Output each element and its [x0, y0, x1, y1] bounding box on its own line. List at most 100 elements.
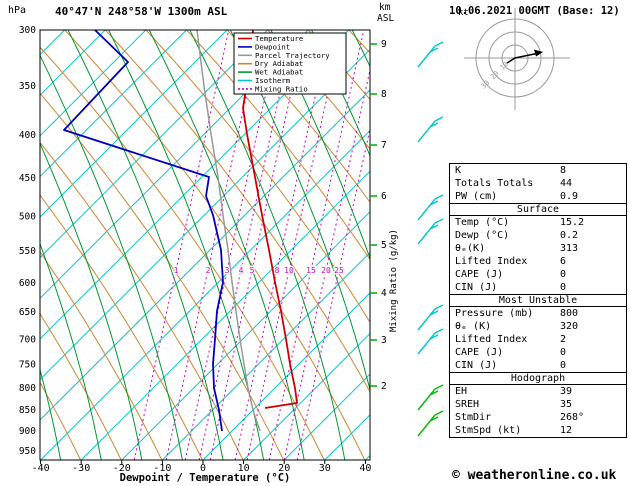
copyright-text: © weatheronline.co.uk: [452, 468, 617, 483]
svg-text:7: 7: [381, 140, 387, 151]
table-row: SREH 35: [450, 398, 626, 411]
table-row-value: 2: [560, 334, 567, 345]
table-row-value: 313: [560, 243, 579, 254]
table-row-value: 0.9: [560, 191, 579, 202]
svg-text:500: 500: [19, 211, 36, 222]
table-row: CIN (J) 0: [450, 281, 626, 294]
svg-text:1: 1: [174, 266, 179, 275]
table-row-value: 0: [560, 360, 567, 371]
temperature-tick-labels: -40 -30 -20 -10 0 10 20 30 40: [32, 460, 371, 474]
table-row-value: 0: [560, 269, 567, 280]
hodograph-panel: 10 20 30: [450, 0, 629, 155]
legend-label: Wet Adiabat: [255, 68, 303, 77]
table-row-label: PW (cm): [455, 191, 498, 202]
isotherm-line: [40, 129, 370, 460]
table-row-label: StmSpd (kt): [455, 425, 522, 436]
legend-label: Dewpoint: [255, 42, 290, 51]
table-row: CIN (J) 0: [450, 359, 626, 372]
wet-adiabat-line: [351, 30, 370, 68]
isotherm-line: [121, 211, 370, 460]
svg-text:400: 400: [19, 130, 36, 141]
wind-barb-icon: [417, 328, 444, 355]
table-row-label: θₑ(K): [455, 243, 486, 254]
hodograph-ring: [475, 18, 555, 98]
table-row-label: CIN (J): [455, 282, 498, 293]
table-row-label: EH: [455, 386, 468, 397]
svg-text:25: 25: [334, 266, 344, 275]
svg-text:3: 3: [225, 266, 230, 275]
table-section-title: Most Unstable: [450, 294, 626, 307]
dry-adiabat-line: [40, 92, 285, 460]
svg-text:300: 300: [19, 25, 36, 36]
wind-barb-icon: [417, 116, 444, 143]
wet-adiabat-line: [40, 242, 102, 460]
dry-adiabat-line: [40, 458, 41, 460]
table-row: θₑ (K) 320: [450, 320, 626, 333]
svg-text:40: 40: [359, 463, 371, 474]
dry-adiabat-line: [40, 46, 325, 460]
altitude-tick-labels: 9 8 7 6 5 4 3 2: [370, 39, 387, 392]
wind-barbs: [417, 41, 444, 437]
isotherm-line: [40, 30, 147, 137]
wet-adiabat-line: [148, 30, 305, 460]
legend-label: Dry Adiabat: [255, 59, 303, 68]
svg-text:-30: -30: [72, 463, 90, 474]
legend-label: Mixing Ratio: [255, 84, 308, 93]
isotherm-line: [40, 30, 228, 218]
mixing-ratio-line: [184, 30, 281, 460]
hodograph-wind-trace: [506, 52, 540, 64]
table-row-label: Dewp (°C): [455, 230, 510, 241]
mixing-ratio-line: [234, 30, 331, 460]
svg-text:5: 5: [381, 240, 387, 251]
table-row-value: 15.2: [560, 217, 585, 228]
wet-adiabat-line: [40, 368, 62, 460]
table-row-label: Lifted Index: [455, 334, 528, 345]
svg-text:850: 850: [19, 405, 36, 416]
svg-text:450: 450: [19, 173, 36, 184]
dry-adiabat-line: [308, 30, 370, 101]
svg-text:10: 10: [284, 266, 294, 275]
hodograph-ring-label: 20: [489, 69, 501, 81]
pressure-tick-labels: 300 350 400 450 500 550 600 650 700 750 800 850 900 9…: [19, 25, 36, 457]
svg-text:650: 650: [19, 307, 36, 318]
svg-text:600: 600: [19, 278, 36, 289]
svg-text:8: 8: [381, 89, 387, 100]
svg-text:10: 10: [238, 463, 250, 474]
mixing-ratio-line: [165, 30, 262, 460]
legend-label: Temperature: [255, 34, 303, 43]
table-row-label: Pressure (mb): [455, 308, 534, 319]
table-row-label: K: [455, 165, 462, 176]
wet-adiabat-line: [0, 30, 20, 460]
wet-adiabat-line: [311, 30, 370, 157]
pressure-axis-unit: hPa: [8, 5, 27, 16]
isotherm-line: [40, 89, 370, 421]
table-row-label: StmDir: [455, 412, 492, 423]
hodograph-ring: [488, 31, 542, 85]
isotherm-line: [202, 292, 370, 460]
wet-adiabat-line: [67, 30, 224, 460]
svg-text:30: 30: [319, 463, 331, 474]
dry-adiabat-line: [105, 30, 370, 393]
legend-label: Isotherm: [255, 76, 291, 85]
temperature-axis-label: Dewpoint / Temperature (°C): [119, 472, 291, 484]
isotherm-line: [162, 251, 370, 460]
table-row: Dewp (°C) 0.2: [450, 229, 626, 242]
legend-label: Parcel Trajectory: [255, 51, 330, 60]
isotherm-line: [40, 30, 309, 299]
svg-text:15: 15: [306, 266, 316, 275]
table-row-label: CAPE (J): [455, 269, 504, 280]
table-row: StmSpd (kt) 12: [450, 424, 626, 437]
wet-adiabat-line: [393, 30, 450, 460]
wet-adiabat-line: [40, 54, 183, 460]
svg-text:2: 2: [206, 266, 211, 275]
table-row: Lifted Index 6: [450, 255, 626, 268]
table-row-label: θₑ (K): [455, 321, 492, 332]
mixing-ratio-line: [296, 126, 370, 460]
table-row: CAPE (J) 0: [450, 346, 626, 359]
svg-text:3: 3: [381, 335, 387, 346]
table-row: EH 39: [450, 385, 626, 398]
table-row-label: CAPE (J): [455, 347, 504, 358]
